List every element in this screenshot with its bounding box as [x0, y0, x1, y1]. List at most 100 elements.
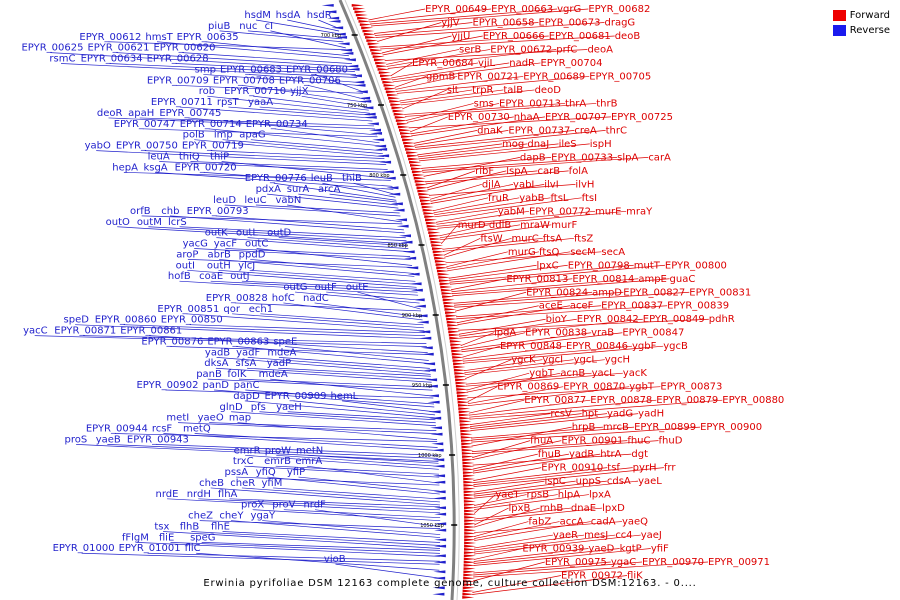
reverse-gene-label[interactable]: yabO [85, 141, 111, 152]
forward-gene-label[interactable]: thrC [606, 125, 627, 136]
forward-gene-arrow[interactable] [447, 324, 460, 327]
forward-gene-arrow[interactable] [463, 551, 476, 554]
reverse-gene-arrow[interactable] [423, 362, 436, 366]
forward-gene-label[interactable]: yabM [498, 206, 525, 217]
forward-gene-label[interactable]: ygcI [542, 355, 563, 366]
reverse-gene-label[interactable]: EPYR_00625 [21, 43, 83, 54]
reverse-gene-arrow[interactable] [352, 80, 365, 84]
forward-gene-arrow[interactable] [424, 215, 437, 218]
forward-gene-arrow[interactable] [464, 516, 477, 519]
forward-gene-label[interactable]: aceF [570, 301, 594, 312]
reverse-gene-arrow[interactable] [343, 58, 356, 62]
reverse-gene-arrow[interactable] [432, 586, 445, 590]
forward-gene-arrow[interactable] [392, 109, 405, 113]
forward-gene-arrow[interactable] [434, 260, 447, 263]
reverse-gene-arrow[interactable] [416, 320, 429, 324]
reverse-gene-label[interactable]: outE [346, 282, 369, 293]
reverse-gene-arrow[interactable] [383, 176, 396, 180]
forward-gene-arrow[interactable] [452, 356, 465, 359]
forward-gene-label[interactable]: fruR [488, 193, 509, 204]
forward-gene-arrow[interactable] [379, 74, 392, 78]
forward-gene-arrow[interactable] [455, 384, 468, 388]
forward-gene-label[interactable]: dnaJ [527, 139, 549, 150]
reverse-gene-arrow[interactable] [390, 202, 403, 206]
forward-gene-arrow[interactable] [462, 461, 475, 465]
forward-gene-arrow[interactable] [395, 119, 408, 122]
reverse-gene-label[interactable]: emrR [234, 445, 261, 456]
forward-gene-label[interactable]: EPYR_00873 [660, 382, 722, 393]
reverse-gene-label[interactable]: cheZ [188, 511, 213, 522]
reverse-gene-arrow[interactable] [377, 154, 390, 158]
reverse-gene-label[interactable]: EPYR_00720 [175, 162, 237, 173]
forward-gene-arrow[interactable] [445, 314, 458, 318]
reverse-gene-label[interactable]: hsdR [307, 10, 332, 21]
reverse-gene-label[interactable]: rob [199, 86, 215, 97]
forward-gene-label[interactable]: yjjV [441, 17, 459, 28]
forward-gene-arrow[interactable] [378, 71, 391, 74]
reverse-gene-label[interactable]: outL [236, 228, 258, 239]
reverse-gene-arrow[interactable] [335, 36, 348, 39]
forward-gene-arrow[interactable] [461, 452, 474, 455]
forward-gene-arrow[interactable] [371, 52, 384, 55]
reverse-gene-label[interactable]: hmsT [145, 32, 173, 43]
forward-gene-label[interactable]: hpt [582, 409, 599, 420]
forward-gene-label[interactable]: fliK [627, 571, 643, 582]
reverse-gene-label[interactable]: EPYR_00750 [116, 141, 178, 152]
forward-gene-arrow[interactable] [442, 298, 455, 302]
forward-gene-arrow[interactable] [448, 333, 461, 337]
forward-gene-label[interactable]: folA [569, 166, 588, 177]
forward-gene-arrow[interactable] [436, 269, 449, 273]
forward-gene-arrow[interactable] [463, 500, 476, 503]
reverse-gene-label[interactable]: imp [214, 130, 233, 141]
reverse-gene-label[interactable]: apaG [239, 130, 265, 141]
forward-gene-label[interactable]: pdhR [709, 314, 735, 325]
forward-gene-arrow[interactable] [409, 160, 422, 164]
reverse-gene-label[interactable]: flhE [211, 521, 230, 532]
reverse-gene-arrow[interactable] [434, 538, 447, 542]
reverse-gene-label[interactable]: EPYR_00709 [147, 75, 209, 86]
forward-gene-label[interactable]: EPYR_00901 [561, 436, 623, 447]
forward-gene-arrow[interactable] [421, 205, 434, 209]
forward-gene-label[interactable]: carB [537, 166, 560, 177]
forward-gene-arrow[interactable] [419, 196, 432, 199]
forward-gene-label[interactable]: nadR [509, 58, 535, 69]
forward-gene-arrow[interactable] [446, 317, 459, 321]
reverse-gene-label[interactable]: yacF [214, 239, 238, 250]
forward-gene-label[interactable]: cadA [591, 517, 616, 528]
forward-gene-arrow[interactable] [454, 372, 467, 375]
reverse-gene-label[interactable]: yaeH [276, 402, 302, 413]
forward-gene-label[interactable]: accA [560, 517, 584, 528]
reverse-gene-label[interactable]: yadF [236, 347, 260, 358]
reverse-gene-arrow[interactable] [347, 68, 360, 71]
forward-gene-arrow[interactable] [458, 413, 471, 417]
reverse-gene-label[interactable]: EPYR_00734 [246, 119, 308, 130]
forward-gene-arrow[interactable] [463, 490, 476, 494]
reverse-gene-label[interactable]: cheR [230, 478, 255, 489]
forward-gene-label[interactable]: talB [503, 85, 523, 96]
reverse-gene-label[interactable]: nrdF [303, 500, 326, 511]
reverse-gene-label[interactable]: ylcJ [238, 260, 255, 271]
forward-gene-label[interactable]: lpxB [509, 503, 531, 514]
forward-gene-label[interactable]: nhaA [514, 112, 540, 123]
forward-gene-label[interactable]: mesJ [584, 530, 608, 541]
reverse-gene-label[interactable]: outD [267, 228, 291, 239]
forward-gene-arrow[interactable] [386, 93, 399, 97]
forward-gene-arrow[interactable] [406, 151, 419, 154]
reverse-gene-label[interactable]: panB [196, 369, 222, 380]
reverse-gene-label[interactable]: proX [241, 500, 264, 511]
forward-gene-arrow[interactable] [370, 48, 383, 52]
forward-gene-label[interactable]: EPYR_00975 [545, 557, 607, 568]
forward-gene-arrow[interactable] [414, 180, 427, 183]
forward-gene-label[interactable]: ispC [544, 476, 565, 487]
reverse-gene-arrow[interactable] [395, 218, 408, 222]
forward-gene-label[interactable]: EPYR_00681 [549, 31, 611, 42]
forward-gene-label[interactable]: acnB [560, 368, 585, 379]
reverse-gene-label[interactable]: fliE [159, 532, 174, 543]
forward-gene-arrow[interactable] [404, 144, 417, 148]
reverse-gene-label[interactable]: yadP [267, 358, 291, 369]
reverse-gene-label[interactable]: fliC [185, 543, 201, 554]
forward-gene-arrow[interactable] [462, 471, 475, 474]
reverse-gene-label[interactable]: nadC [303, 293, 329, 304]
reverse-gene-label[interactable]: outG [283, 282, 307, 293]
forward-gene-label[interactable]: EPYR_00971 [708, 557, 770, 568]
